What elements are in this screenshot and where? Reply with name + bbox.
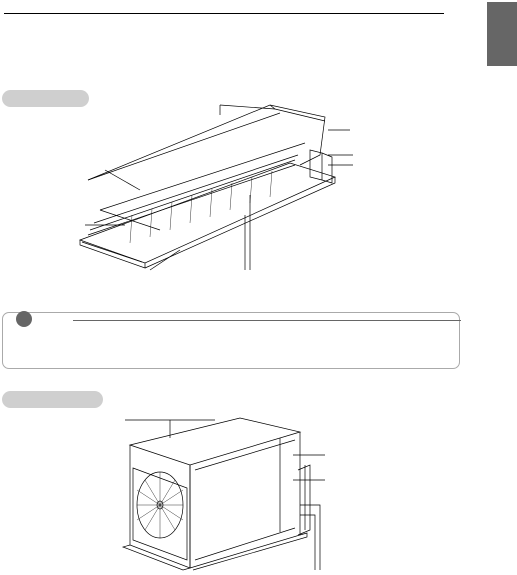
outdoor-unit-label	[2, 391, 103, 408]
outdoor-unit-diagram	[115, 410, 335, 575]
note-bullet-icon	[16, 311, 32, 327]
section-rule	[4, 13, 444, 14]
page-edge-tab	[487, 2, 517, 66]
indoor-unit-diagram	[70, 95, 360, 275]
note-rule	[73, 320, 461, 321]
